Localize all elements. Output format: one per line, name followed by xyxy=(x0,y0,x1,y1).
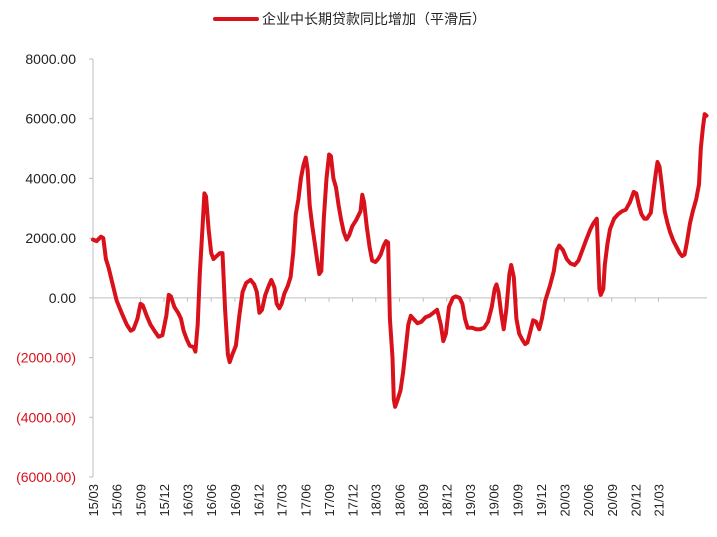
y-tick-label: 4000.00 xyxy=(25,170,76,186)
x-tick-label: 15/06 xyxy=(110,484,125,517)
x-tick-label: 20/06 xyxy=(581,484,596,517)
x-tick-label: 18/09 xyxy=(416,484,431,517)
series-layer xyxy=(91,112,709,409)
x-tick-label: 16/03 xyxy=(180,484,195,517)
legend-swatch xyxy=(213,17,259,21)
x-tick-label: 19/06 xyxy=(487,484,502,517)
x-axis: 15/03 15/06 15/09 15/12 16/03 16/06 16/09 16/12… xyxy=(86,297,707,517)
x-tick-label: 16/09 xyxy=(228,484,243,517)
x-tick-label: 18/06 xyxy=(392,484,407,517)
x-tick-label: 18/12 xyxy=(440,484,455,517)
y-tick-label: 8000.00 xyxy=(25,51,76,67)
y-tick-label: 6000.00 xyxy=(25,111,76,127)
x-tick-label: 20/12 xyxy=(628,484,643,517)
y-tick-label: 2000.00 xyxy=(25,230,76,246)
y-tick-label: 0.00 xyxy=(49,290,76,306)
x-tick-label: 21/03 xyxy=(651,484,666,517)
x-tick-label: 16/06 xyxy=(204,484,219,517)
y-tick-label: (4000.00) xyxy=(16,409,76,425)
x-tick-label: 15/03 xyxy=(86,484,101,517)
series-line xyxy=(91,112,709,409)
legend-label: 企业中长期贷款同比增加（平滑后） xyxy=(262,12,486,28)
x-tick-label: 20/09 xyxy=(605,484,620,517)
y-axis: 8000.00 6000.00 4000.00 2000.00 0.00 (2000.00… xyxy=(16,51,94,485)
x-tick-label: 17/12 xyxy=(346,484,361,517)
x-tick-label: 15/12 xyxy=(157,484,172,517)
x-tick-label: 19/12 xyxy=(534,484,549,517)
x-tick-label: 19/09 xyxy=(510,484,525,517)
x-tick-label: 16/12 xyxy=(251,484,266,517)
x-tick-label: 17/06 xyxy=(298,484,313,517)
y-tick-label: (2000.00) xyxy=(16,350,76,366)
x-tick-label: 15/09 xyxy=(133,484,148,517)
y-tick-label: (6000.00) xyxy=(16,469,76,485)
x-tick-label: 17/09 xyxy=(322,484,337,517)
x-tick-label: 18/03 xyxy=(369,484,384,517)
x-tick-label: 20/03 xyxy=(557,484,572,517)
x-tick-label: 17/03 xyxy=(275,484,290,517)
x-tick-label: 19/03 xyxy=(463,484,478,517)
